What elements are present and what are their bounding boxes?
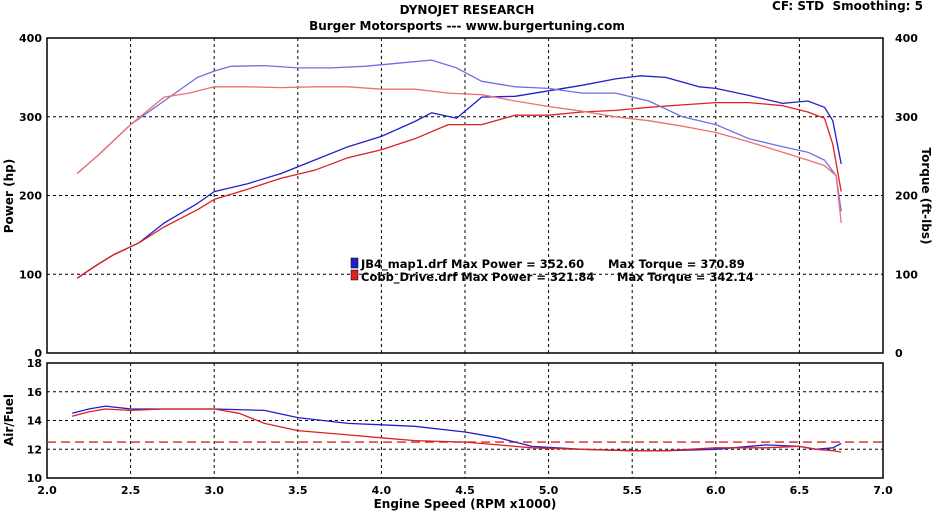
afr-series — [71, 405, 842, 453]
series-line-afr-cobb — [71, 408, 842, 453]
legend-label-cobb: Cobb_Drive.drf Max Power = 321.84 — [361, 270, 594, 285]
series-line-torque-cobb — [76, 86, 842, 224]
y-tick-label-air-fuel: 12 — [27, 443, 42, 456]
chart-title: DYNOJET RESEARCH — [400, 3, 535, 17]
chart-subtitle: Burger Motorsports --- www.burgertuning.… — [309, 19, 625, 33]
y-tick-label-air-fuel: 14 — [27, 415, 43, 428]
x-tick-label: 5.0 — [539, 484, 559, 497]
correction-settings: CF: STD Smoothing: 5 — [772, 0, 923, 13]
y-tick-label-power: 100 — [19, 268, 42, 281]
y-tick-label-power: 300 — [19, 111, 42, 124]
legend-swatch-cobb — [350, 269, 359, 281]
power-panel-grid — [47, 38, 883, 353]
x-tick-label: 3.5 — [288, 484, 308, 497]
afr-panel-grid — [47, 363, 883, 478]
y-tick-label-torque: 300 — [895, 111, 918, 124]
y-tick-label-power: 400 — [19, 32, 42, 45]
x-tick-label: 6.5 — [790, 484, 810, 497]
y-axis-label-torque: Torque (ft-lbs) — [919, 148, 933, 245]
x-tick-label: 6.0 — [706, 484, 726, 497]
y-axis-label-power: Power (hp) — [2, 159, 16, 233]
series-line-power-cobb — [76, 101, 842, 279]
series-line-torque-jb4 — [76, 59, 842, 212]
legend-torque-cobb: Max Torque = 342.14 — [617, 270, 754, 284]
x-axis-label: Engine Speed (RPM x1000) — [374, 497, 557, 511]
x-tick-label: 7.0 — [873, 484, 893, 497]
y-tick-label-air-fuel: 16 — [27, 386, 43, 399]
y-tick-label-torque: 400 — [895, 32, 918, 45]
y-tick-label-torque: 100 — [895, 268, 918, 281]
y-tick-label-torque: 200 — [895, 190, 918, 203]
y-tick-label-power: 200 — [19, 190, 42, 203]
x-tick-label: 4.5 — [455, 484, 475, 497]
series-line-power-jb4 — [76, 75, 842, 279]
tick-labels: 0 0 100 100 200 200 300 300 400 400 10 12 14 16 18 2.0 2… — [19, 32, 918, 497]
y-tick-label-air-fuel: 18 — [27, 357, 42, 370]
legend-torque-jb4: Max Torque = 370.89 — [608, 257, 745, 271]
x-tick-label: 2.5 — [121, 484, 141, 497]
legend-label-jb4: JB4_map1.drf Max Power = 352.60 — [360, 257, 584, 272]
x-tick-label: 5.5 — [622, 484, 642, 497]
y-tick-label-torque: 0 — [895, 347, 903, 360]
legend: JB4_map1.drf Max Power = 352.60 Max Torq… — [350, 257, 754, 285]
x-tick-label: 2.0 — [37, 484, 57, 497]
y-tick-label-air-fuel: 10 — [27, 472, 43, 485]
power-torque-series — [76, 59, 842, 279]
x-tick-label: 4.0 — [372, 484, 392, 497]
x-tick-label: 3.0 — [204, 484, 224, 497]
legend-swatch-jb4 — [350, 257, 359, 269]
y-tick-label-power: 0 — [34, 347, 42, 360]
y-axis-label-air-fuel: Air/Fuel — [2, 394, 16, 446]
